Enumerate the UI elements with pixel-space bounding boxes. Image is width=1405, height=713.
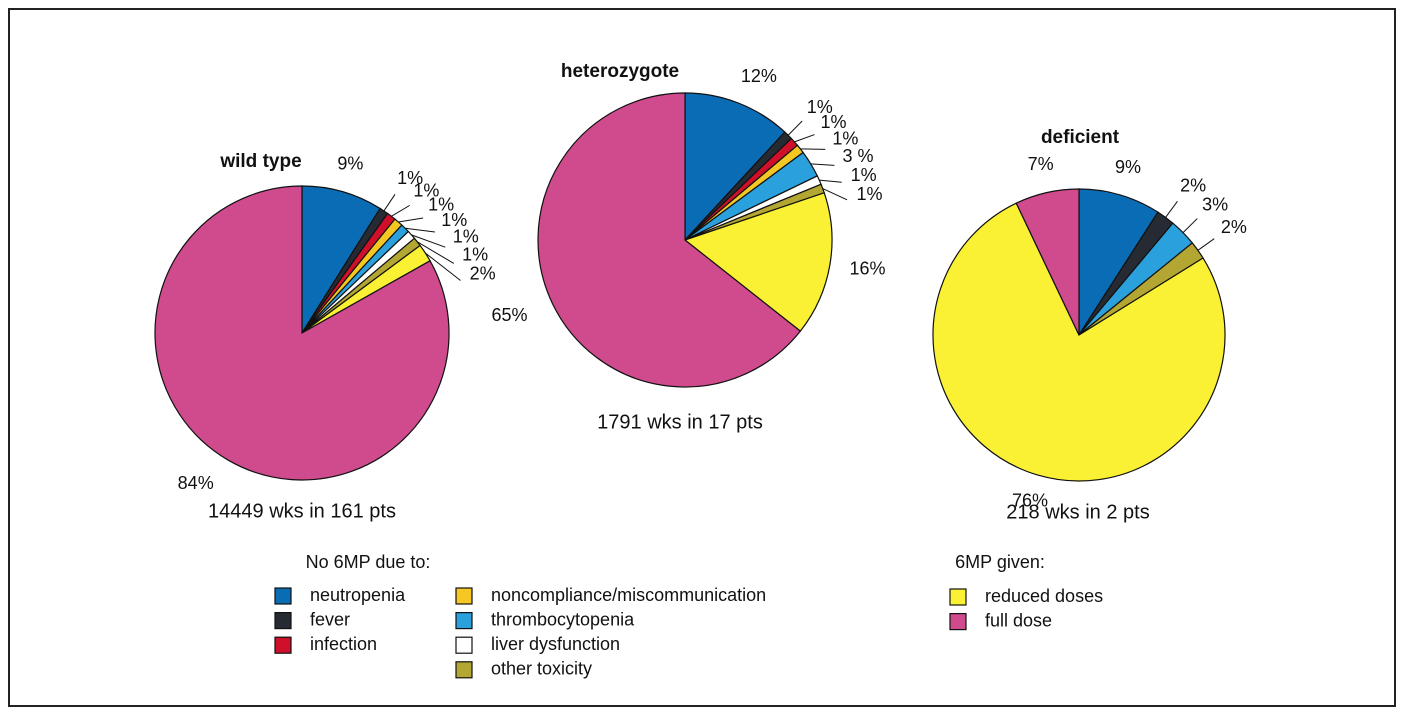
legend-swatch — [455, 611, 473, 630]
legend-label: full dose — [985, 610, 1052, 630]
value-label: 2% — [1221, 217, 1247, 237]
legend-swatch — [455, 587, 473, 605]
legend-label: fever — [310, 609, 350, 629]
value-label: 1% — [820, 112, 846, 132]
leader-line — [810, 163, 835, 166]
pie-subtitle: 218 wks in 2 pts — [1006, 501, 1149, 523]
pie-subtitle: 14449 wks in 161 pts — [208, 500, 396, 522]
leader-line — [819, 179, 842, 183]
value-label: 1% — [857, 184, 883, 204]
leader-line — [425, 252, 461, 281]
leader-line — [1165, 201, 1178, 218]
value-label: 2% — [470, 264, 496, 284]
pie-title: heterozygote — [561, 61, 679, 82]
leader-line — [398, 217, 424, 223]
pie-slice — [684, 92, 786, 242]
pie-slice — [932, 202, 1226, 482]
legend-label: thrombocytopenia — [491, 609, 635, 629]
value-label: 1% — [851, 165, 877, 185]
legend-title: No 6MP due to: — [306, 552, 431, 572]
value-label: 16% — [849, 259, 885, 279]
value-label: 1% — [441, 210, 467, 230]
pie-slice — [537, 92, 802, 388]
leader-line — [800, 148, 826, 150]
value-label: 9% — [337, 154, 363, 174]
pie-subtitle: 1791 wks in 17 pts — [597, 411, 763, 433]
pie-slice — [1015, 188, 1080, 336]
value-label: 7% — [1028, 154, 1054, 174]
value-label: 12% — [741, 66, 777, 86]
legend-label: neutropenia — [310, 585, 406, 605]
value-label: 65% — [491, 305, 527, 325]
legend-swatch — [455, 636, 473, 654]
value-label: 1% — [807, 97, 833, 117]
leader-line — [417, 241, 455, 264]
value-label: 1% — [413, 180, 439, 200]
value-label: 1% — [832, 128, 858, 148]
value-label: 9% — [1115, 157, 1141, 177]
value-label: 1% — [462, 245, 488, 265]
pie-title: wild type — [219, 151, 301, 172]
leader-line — [1197, 238, 1215, 251]
value-label: 1% — [428, 194, 454, 214]
legend-label: infection — [310, 634, 377, 654]
legend-label: noncompliance/miscommunication — [491, 585, 766, 605]
legend-swatch — [274, 636, 292, 654]
legend-label: liver dysfunction — [491, 634, 620, 654]
legend-swatch — [949, 612, 967, 631]
legend-title: 6MP given: — [955, 552, 1045, 572]
value-label: 3 % — [843, 146, 874, 166]
legend-swatch — [455, 661, 473, 679]
legend-swatch — [274, 611, 292, 630]
leader-line — [787, 120, 803, 136]
legend-swatch — [274, 587, 292, 605]
legend-swatch — [949, 588, 967, 606]
legend-label: reduced doses — [985, 586, 1103, 606]
value-label: 1% — [453, 227, 479, 247]
leader-line — [794, 134, 815, 143]
leader-line — [391, 204, 410, 217]
value-label: 3% — [1202, 195, 1228, 215]
leader-line — [411, 234, 446, 248]
value-label: 84% — [178, 473, 214, 493]
leader-line — [1182, 218, 1198, 233]
pie-slice — [301, 185, 381, 336]
leader-line — [822, 188, 848, 201]
pie-slice — [154, 185, 450, 481]
value-label: 2% — [1180, 176, 1206, 196]
pie-title: deficient — [1041, 127, 1120, 148]
frame — [8, 8, 1396, 707]
pie-slice — [1078, 188, 1159, 338]
legend-label: other toxicity — [491, 659, 592, 679]
leader-line — [383, 194, 396, 212]
value-label: 76% — [1012, 491, 1048, 511]
value-label: 1% — [397, 168, 423, 188]
pie-slice — [683, 192, 833, 332]
leader-line — [405, 227, 436, 233]
